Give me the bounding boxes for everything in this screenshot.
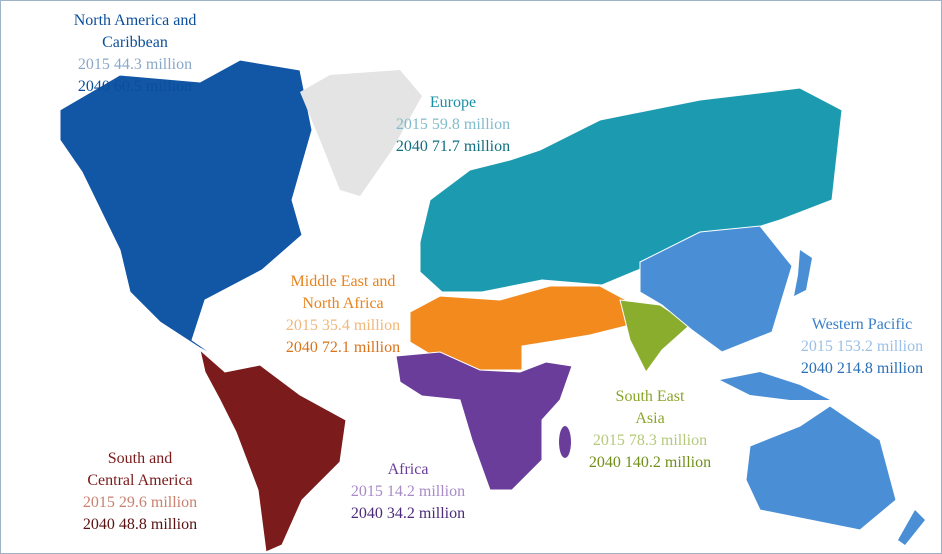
value-2015: 2015 29.6 million [82,494,198,511]
japan [794,250,812,296]
value-2040: 2040 71.7 million [395,138,511,155]
south-east-asia [619,299,691,373]
value-2040: 2040 48.8 million [82,516,198,533]
region-label: Europe 2015 59.8 million 2040 71.7 million [396,92,510,158]
region-name: North Africa [302,295,384,312]
south-central-america [199,348,347,553]
china [639,225,793,353]
value-2040: 2040 214.8 million [800,360,924,377]
region-name: Caribbean [102,34,168,51]
region-label: Middle East and North Africa 2015 35.4 mil… [286,271,400,359]
value-2015: 2015 35.4 million [285,317,401,334]
region-name: Asia [635,410,665,427]
region-name: Western Pacific [811,316,913,333]
value-2015: 2015 14.2 million [350,483,466,500]
region-name: South East [615,388,685,405]
region-label: Western Pacific 2015 153.2 million 2040 21… [801,314,923,380]
value-2015: 2015 78.3 million [592,432,708,449]
value-2015: 2015 44.3 million [77,56,193,73]
region-name: South and [107,450,173,467]
madagascar [559,426,571,458]
africa [395,351,573,491]
value-2040: 2040 60.5 million [77,78,193,95]
value-2015: 2015 59.8 million [395,116,511,133]
region-name: Central America [87,472,193,489]
region-label: North America and Caribbean 2015 44.3 mill… [74,10,197,98]
australia [745,405,897,531]
europe [419,87,843,293]
north-america [59,59,313,357]
value-2040: 2040 72.1 million [285,339,401,356]
greenland [300,70,422,196]
value-2040: 2040 140.2 million [588,454,712,471]
region-name: North America and [73,12,197,29]
pacific-islands [720,372,830,400]
value-2040: 2040 34.2 million [350,505,466,522]
value-2015: 2015 153.2 million [800,338,924,355]
region-label: Africa 2015 14.2 million 2040 34.2 million [351,459,465,525]
region-name: Africa [387,461,429,478]
region-name: Europe [429,94,477,111]
region-name: Middle East and [290,273,396,290]
region-label: South and Central America 2015 29.6 millio… [83,448,197,536]
new-zealand [898,510,925,545]
region-label: South East Asia 2015 78.3 million 2040 140.… [589,386,711,474]
